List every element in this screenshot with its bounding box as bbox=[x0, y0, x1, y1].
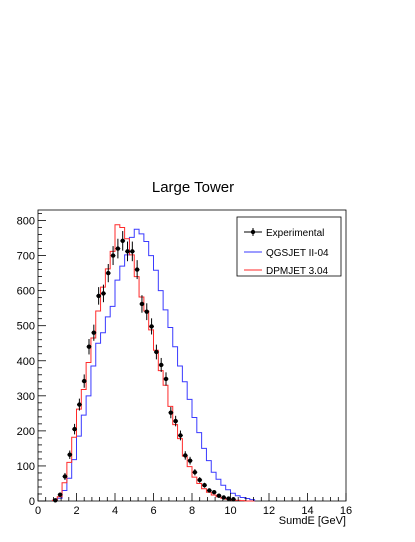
x-axis-label: SumdE [GeV] bbox=[279, 515, 346, 527]
y-tick-label: 700 bbox=[17, 251, 35, 263]
chart-title: Large Tower bbox=[152, 179, 234, 196]
x-tick-label: 12 bbox=[263, 505, 275, 517]
legend: Experimental QGSJET II-04 DPMJET 3.04 bbox=[237, 217, 341, 277]
x-tick-label: 10 bbox=[224, 505, 236, 517]
y-tick-label: 300 bbox=[17, 391, 35, 403]
y-tick-label: 500 bbox=[17, 321, 35, 333]
data-point bbox=[192, 469, 197, 475]
y-tick-label: 0 bbox=[29, 496, 35, 508]
x-tick-label: 2 bbox=[73, 505, 79, 517]
x-axis: 0 2 4 6 8 10 12 14 16 bbox=[35, 493, 352, 517]
data-point bbox=[115, 239, 120, 259]
data-point bbox=[202, 483, 207, 488]
y-tick-label: 600 bbox=[17, 286, 35, 298]
y-tick-label: 800 bbox=[17, 216, 35, 228]
data-point bbox=[164, 372, 169, 385]
series-line-qgsjet-ii-04 bbox=[52, 229, 254, 501]
y-tick-label: 400 bbox=[17, 356, 35, 368]
legend-label: Experimental bbox=[266, 228, 324, 239]
data-point bbox=[197, 477, 202, 483]
data-point bbox=[188, 457, 193, 465]
y-tick-label: 200 bbox=[17, 426, 35, 438]
x-tick-label: 0 bbox=[35, 505, 41, 517]
data-point bbox=[159, 358, 164, 372]
legend-label: DPMJET 3.04 bbox=[266, 266, 328, 277]
legend-label: QGSJET II-04 bbox=[266, 248, 329, 259]
y-tick-label: 100 bbox=[17, 461, 35, 473]
x-tick-label: 8 bbox=[189, 505, 195, 517]
x-tick-label: 4 bbox=[112, 505, 118, 517]
curves-layer bbox=[52, 225, 254, 501]
y-axis: 0 100 200 300 400 500 600 700 800 bbox=[17, 214, 46, 508]
x-tick-label: 6 bbox=[150, 505, 156, 517]
data-point bbox=[212, 490, 217, 494]
data-points-layer bbox=[53, 231, 236, 502]
